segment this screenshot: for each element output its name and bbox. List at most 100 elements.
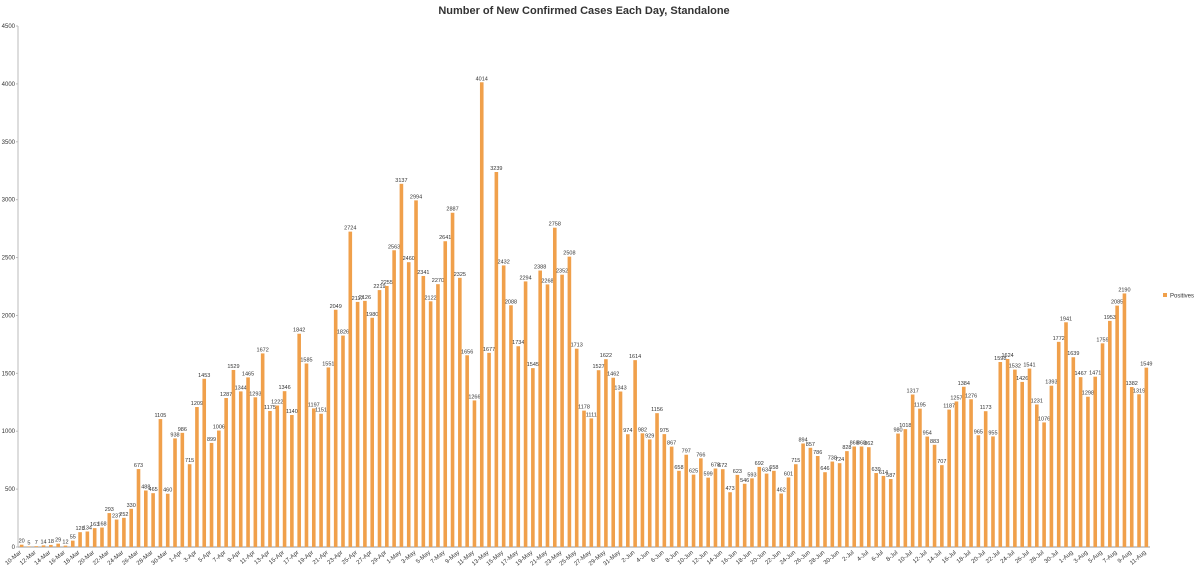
data-label: 678 xyxy=(711,463,720,469)
bar xyxy=(1137,394,1141,547)
bar xyxy=(1093,376,1098,547)
data-label: 2388 xyxy=(534,265,546,271)
bar xyxy=(100,527,104,547)
data-label: 862 xyxy=(864,441,873,447)
x-tick-label: 5-May xyxy=(415,550,432,565)
bar xyxy=(333,309,338,547)
bar xyxy=(275,405,280,547)
data-label: 1713 xyxy=(571,343,583,349)
bar xyxy=(669,446,674,547)
bar xyxy=(129,508,133,547)
x-tick-label: 5-Aug xyxy=(1088,550,1104,565)
x-tick-label: 1-Apr xyxy=(169,550,184,564)
data-label: 2352 xyxy=(556,269,568,275)
data-label: 965 xyxy=(974,429,983,435)
bar xyxy=(918,408,922,547)
bar xyxy=(458,277,462,547)
x-tick-label: 15-Apr xyxy=(268,550,286,566)
data-label: 982 xyxy=(638,427,647,433)
bar xyxy=(1071,357,1076,547)
data-label: 293 xyxy=(105,507,114,513)
bar xyxy=(596,370,601,547)
bar xyxy=(187,464,192,547)
bar xyxy=(728,492,732,547)
x-tick-label: 4-Jun xyxy=(636,550,651,564)
bar xyxy=(341,335,345,547)
data-label: 1319 xyxy=(1133,388,1145,394)
bar xyxy=(78,532,82,547)
bar xyxy=(406,262,411,547)
data-label: 1672 xyxy=(257,347,269,353)
bar xyxy=(1129,386,1134,547)
bar xyxy=(107,513,112,547)
data-label: 1426 xyxy=(1016,376,1028,382)
bar xyxy=(399,183,404,547)
bar xyxy=(479,82,484,547)
data-label: 2460 xyxy=(403,256,415,262)
data-label: 5 xyxy=(27,540,30,546)
data-label: 462 xyxy=(777,488,786,494)
bar xyxy=(655,413,659,547)
bar xyxy=(311,408,316,547)
x-tick-label: 2-Jul xyxy=(842,550,856,563)
data-label: 2325 xyxy=(454,272,466,278)
data-label: 857 xyxy=(806,442,815,448)
bar xyxy=(231,369,236,547)
bar xyxy=(63,545,68,547)
data-label: 1772 xyxy=(1053,336,1065,342)
x-tick-label: 3-May xyxy=(401,550,418,565)
data-label: 883 xyxy=(930,439,939,445)
data-label: 134 xyxy=(83,525,92,531)
bar xyxy=(1027,368,1032,547)
x-tick-label: 24-Jul xyxy=(1000,550,1016,565)
data-label: 2219 xyxy=(373,284,385,290)
y-tick-label: 1500 xyxy=(2,371,16,377)
data-label: 625 xyxy=(689,469,698,475)
x-tick-label: 7-May xyxy=(430,550,447,565)
data-label: 1941 xyxy=(1060,316,1072,322)
bar xyxy=(494,171,499,547)
data-label: 2508 xyxy=(563,251,575,257)
data-label: 1276 xyxy=(965,393,977,399)
bar xyxy=(224,397,228,547)
x-tick-label: 4-Jul xyxy=(856,550,870,563)
data-label: 3137 xyxy=(395,178,407,184)
data-label: 1343 xyxy=(614,386,626,392)
data-label: 2270 xyxy=(432,278,444,284)
data-label: 986 xyxy=(178,427,187,433)
bar xyxy=(414,200,418,547)
bar xyxy=(932,444,937,547)
bar xyxy=(523,281,528,547)
y-tick-label: 1000 xyxy=(2,429,16,435)
data-label: 1298 xyxy=(1082,391,1094,397)
bar xyxy=(779,493,783,547)
bar xyxy=(531,368,535,547)
data-label: 1384 xyxy=(958,381,970,387)
bar xyxy=(735,474,740,547)
bar xyxy=(1115,305,1119,547)
x-tick-label: 16-Jul xyxy=(941,550,957,565)
data-label: 601 xyxy=(784,471,793,477)
data-label: 724 xyxy=(835,457,844,463)
data-label: 1545 xyxy=(527,362,539,368)
bar xyxy=(49,544,53,547)
bar xyxy=(209,442,214,547)
data-label: 252 xyxy=(119,512,128,518)
bar xyxy=(677,470,681,547)
y-tick-label: 0 xyxy=(12,545,16,551)
data-label: 2887 xyxy=(446,207,458,213)
data-label: 2122 xyxy=(425,295,437,301)
bar xyxy=(954,401,959,547)
bar xyxy=(545,284,550,547)
x-tick-label: 20-Jul xyxy=(971,550,987,565)
data-label: 55 xyxy=(70,535,76,541)
bar xyxy=(764,473,769,547)
bar xyxy=(238,391,243,547)
data-label: 797 xyxy=(682,449,691,455)
data-label: 980 xyxy=(893,428,902,434)
bar xyxy=(1005,358,1010,547)
data-label: 673 xyxy=(134,463,143,469)
data-label: 2294 xyxy=(519,275,531,281)
data-label: 2190 xyxy=(1118,287,1130,293)
